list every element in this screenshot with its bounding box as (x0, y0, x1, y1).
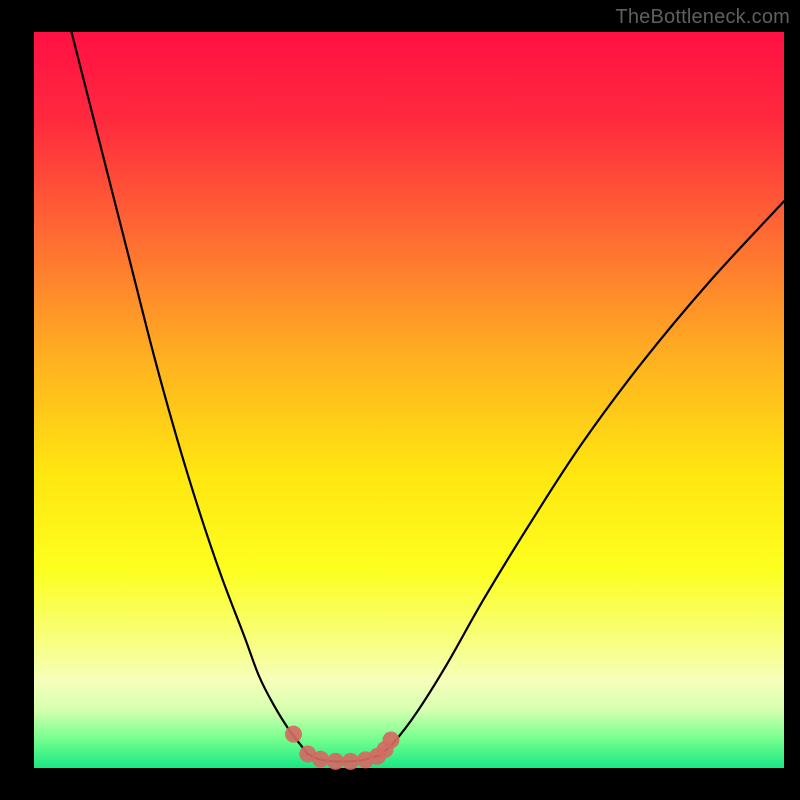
watermark-text: TheBottleneck.com (615, 6, 790, 29)
bottom-marker (383, 732, 400, 749)
bottom-marker (312, 751, 329, 768)
bottom-marker (285, 726, 302, 743)
bottom-marker (342, 753, 359, 770)
chart-container: TheBottleneck.com (0, 0, 800, 800)
plot-background (34, 32, 784, 768)
bottom-marker (327, 753, 344, 770)
bottleneck-chart (0, 0, 800, 800)
